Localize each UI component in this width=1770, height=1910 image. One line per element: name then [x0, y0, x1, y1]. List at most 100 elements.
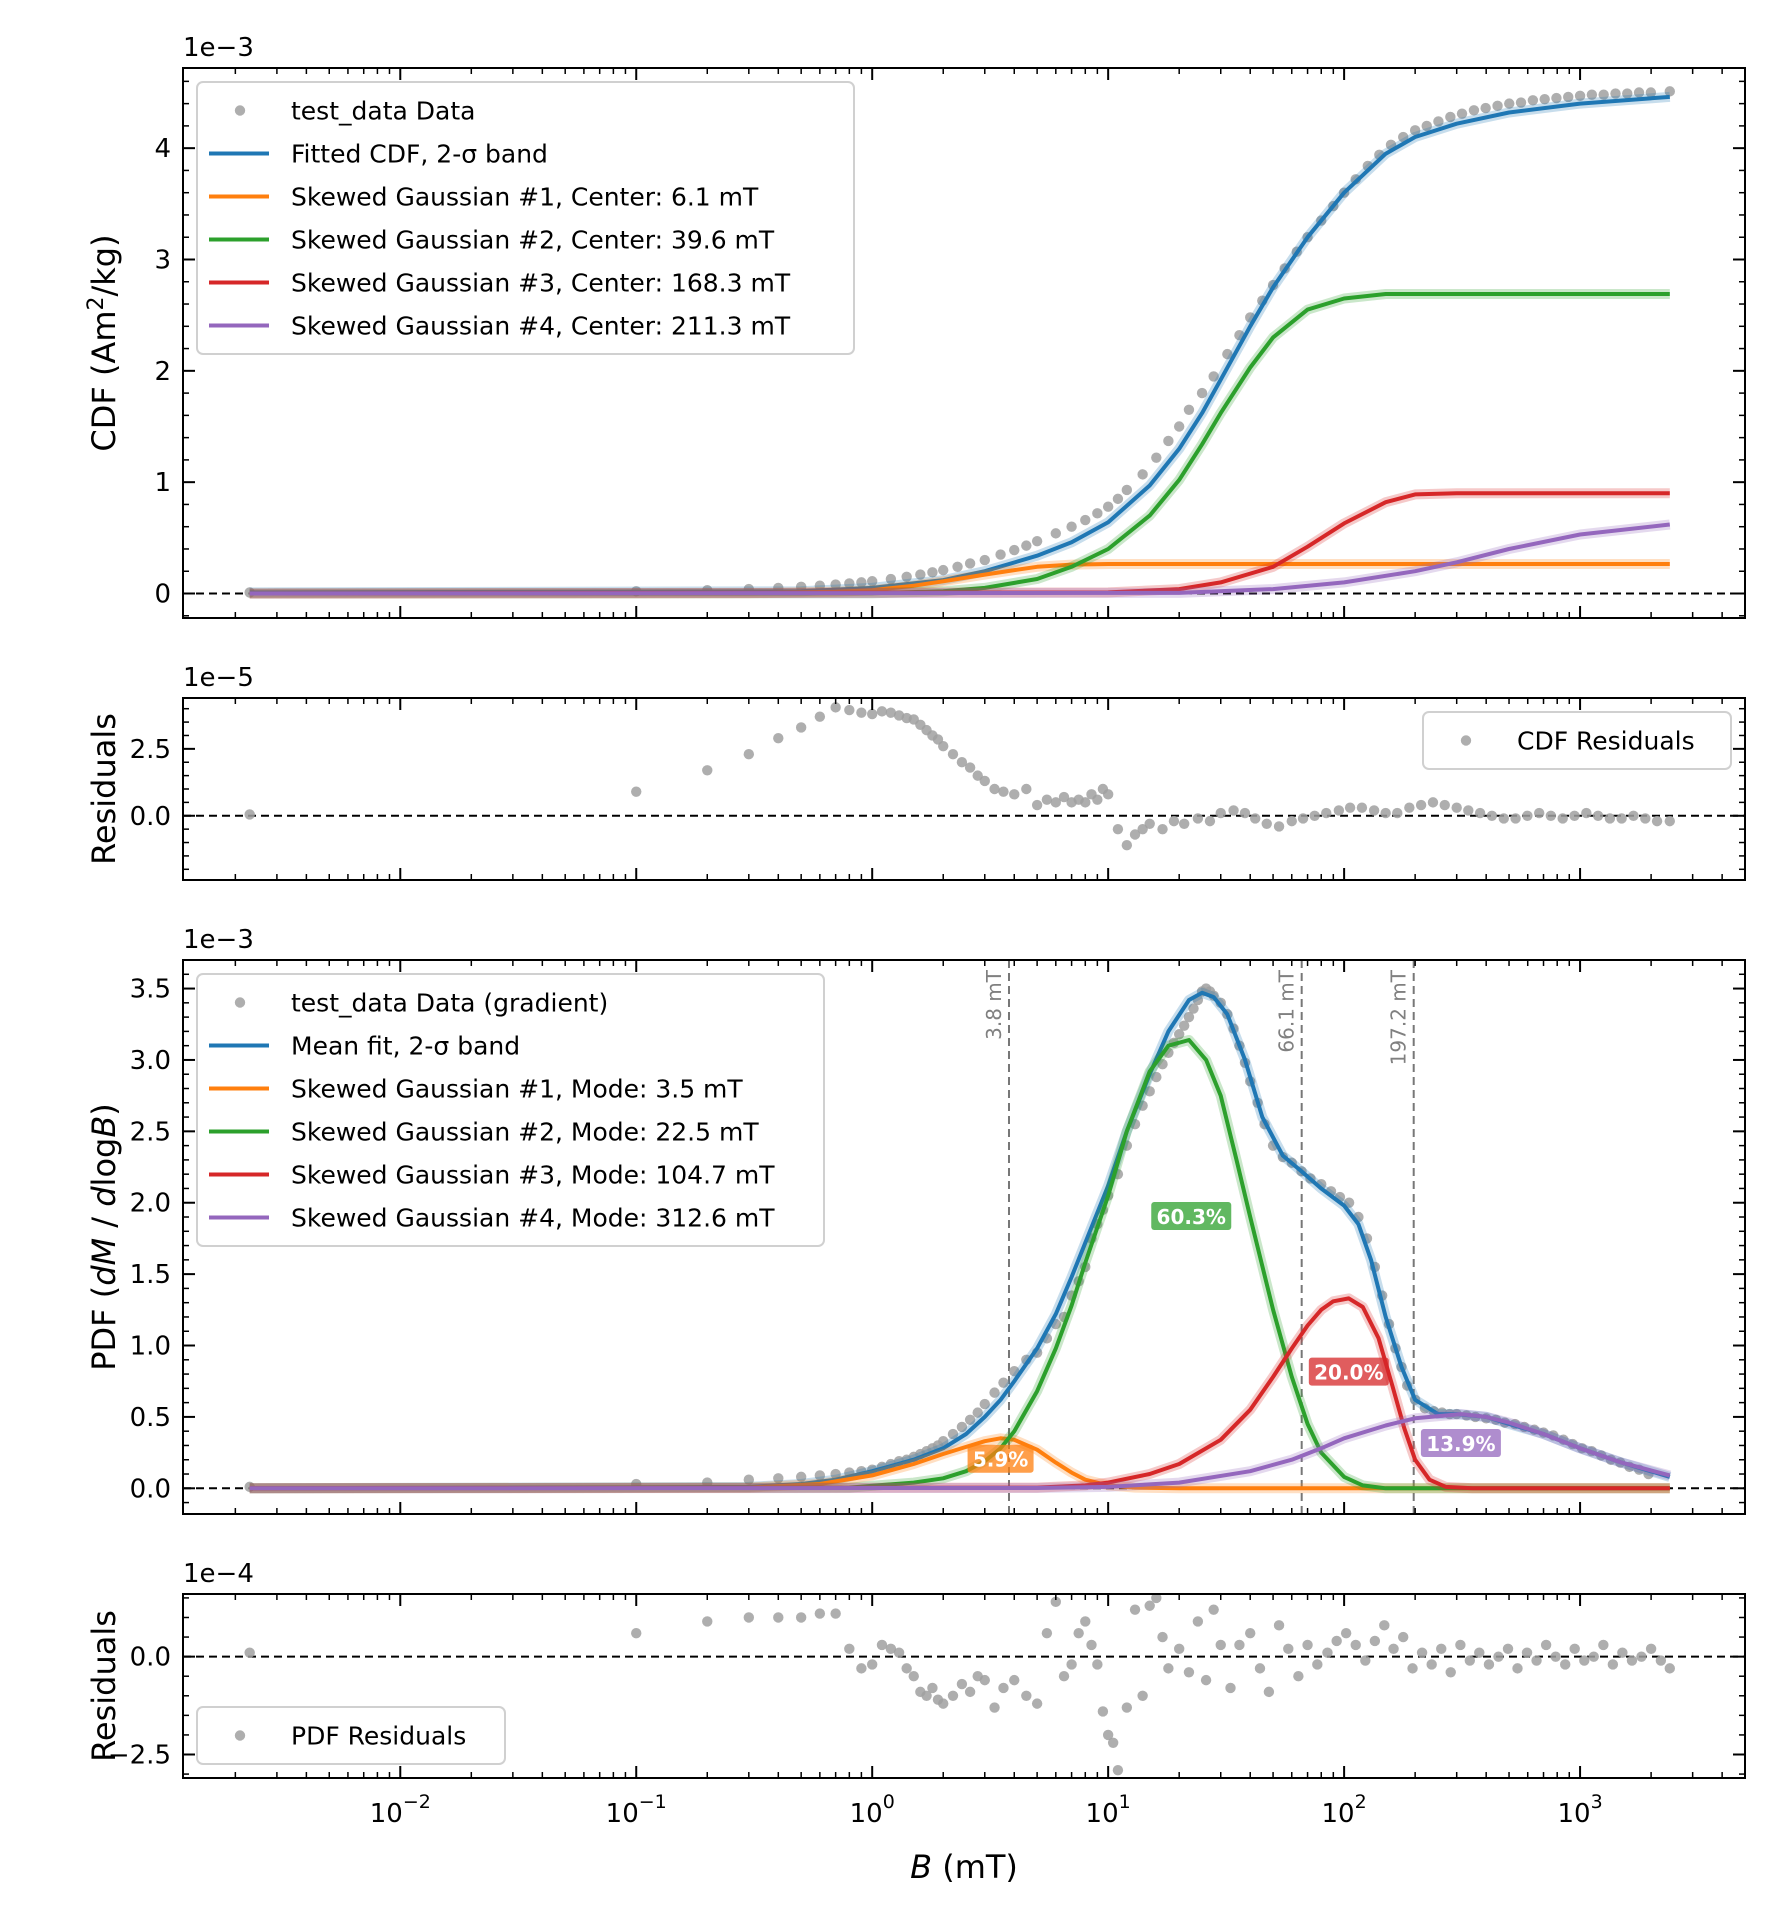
data-point: [938, 1435, 949, 1447]
data-point: [1129, 1604, 1141, 1615]
data-point: [1455, 1639, 1466, 1651]
data-point: [972, 770, 983, 781]
data-point: [1234, 1639, 1245, 1651]
data-point: [1404, 802, 1415, 813]
data-point: [1569, 1643, 1580, 1655]
legend-entry: Skewed Gaussian #3, Mode: 104.7 mT: [209, 1161, 775, 1190]
data-point: [1610, 88, 1621, 99]
annotation-label: 60.3%: [1157, 1205, 1226, 1229]
data-point: [1369, 1635, 1381, 1647]
data-point: [1651, 815, 1663, 827]
y-ticks: [183, 1597, 1745, 1775]
data-point: [830, 702, 841, 713]
annotation-label: 13.9%: [1426, 1432, 1495, 1456]
data-point: [995, 549, 1006, 560]
axes-frame: [182, 959, 1746, 1515]
data-point: [856, 1663, 867, 1674]
data-point: [1617, 1647, 1628, 1658]
data-point: [1080, 514, 1091, 526]
data-point: [1510, 813, 1521, 824]
data-point: [1261, 818, 1272, 829]
data-point: [1498, 813, 1509, 824]
legend-marker: [234, 997, 246, 1008]
data-point: [921, 1690, 932, 1701]
data-point: [1151, 1071, 1162, 1083]
data-point: [938, 740, 949, 752]
data-point: [1302, 1639, 1313, 1651]
data-point: [1468, 105, 1480, 116]
data-point: [1092, 508, 1103, 519]
legend-frame: [1422, 711, 1732, 770]
data-point: [1439, 799, 1450, 811]
data-point: [1092, 1659, 1103, 1670]
data-point: [1254, 1663, 1266, 1674]
data-point: [1604, 813, 1616, 824]
data-point: [1433, 116, 1444, 127]
data-point: [1050, 797, 1062, 808]
data-point: [1183, 1011, 1195, 1023]
data-point: [702, 1616, 713, 1627]
data-point: [1144, 1086, 1155, 1097]
data-point: [1228, 805, 1239, 816]
data-point: [1592, 810, 1604, 821]
legend-label: Skewed Gaussian #3, Mode: 104.7 mT: [291, 1161, 775, 1190]
data-point: [1121, 840, 1133, 851]
legend-frame: [196, 81, 855, 355]
data-point: [998, 1377, 1009, 1388]
data-point: [1073, 1627, 1084, 1639]
data-point: [1112, 493, 1124, 505]
data-point: [1225, 1682, 1236, 1694]
data-point: [1092, 794, 1103, 805]
panel-cdf_residuals: 0.0 2.5 1e−5 Residuals CDF Residuals: [85, 663, 1746, 881]
data-point: [1560, 1659, 1571, 1670]
legend-entry: Skewed Gaussian #3, Center: 168.3 mT: [209, 269, 791, 298]
data-point: [876, 1639, 888, 1651]
legend-entry: Skewed Gaussian #2, Mode: 22.5 mT: [209, 1118, 759, 1147]
data-point: [1102, 789, 1114, 800]
x-ticks: [234, 68, 1746, 618]
data-point: [1521, 1647, 1533, 1658]
y-tick-label: 3.0: [130, 1046, 171, 1076]
data-point: [1283, 1643, 1294, 1655]
data-point: [1421, 120, 1432, 132]
data-point: [631, 1627, 642, 1639]
data-point: [1527, 95, 1539, 106]
data-point: [1409, 125, 1421, 136]
y-tick-label: 2.5: [130, 1117, 171, 1147]
data-point: [1066, 521, 1077, 532]
data-point: [1493, 1651, 1504, 1662]
data-point: [1474, 807, 1486, 819]
data-point: [795, 722, 807, 733]
legend-entry: CDF Residuals: [1460, 727, 1695, 756]
data-point: [1398, 131, 1409, 143]
data-point: [844, 578, 855, 589]
data-point: [1398, 1631, 1409, 1643]
data-point: [1041, 794, 1053, 805]
data-point: [1344, 802, 1356, 813]
legend-entry: Skewed Gaussian #1, Center: 6.1 mT: [209, 183, 759, 212]
data-point: [1545, 810, 1557, 821]
legend-label: Skewed Gaussian #4, Mode: 312.6 mT: [291, 1204, 775, 1233]
data-point: [1436, 1643, 1447, 1655]
data-point: [1080, 797, 1091, 808]
data-point: [814, 1608, 826, 1619]
data-point: [1293, 1671, 1304, 1682]
data-point: [1168, 815, 1180, 827]
data-point: [1504, 98, 1515, 109]
data-point: [1273, 1620, 1285, 1631]
data-point: [244, 1647, 255, 1658]
data-point: [743, 749, 755, 760]
data-point: [866, 708, 878, 720]
legend-entry: Skewed Gaussian #1, Mode: 3.5 mT: [209, 1075, 743, 1104]
data-point: [1151, 1594, 1162, 1604]
data-point: [1340, 1627, 1352, 1639]
legend-entry: test_data Data (gradient): [234, 989, 608, 1018]
data-point: [885, 707, 897, 718]
data-point: [1178, 1020, 1190, 1031]
data-point: [1200, 1674, 1212, 1686]
data-point: [964, 1414, 976, 1425]
data-point: [1157, 1059, 1168, 1070]
data-point: [1502, 1643, 1514, 1655]
y-ticks: [183, 707, 1745, 871]
legend-marker: [234, 1730, 246, 1741]
